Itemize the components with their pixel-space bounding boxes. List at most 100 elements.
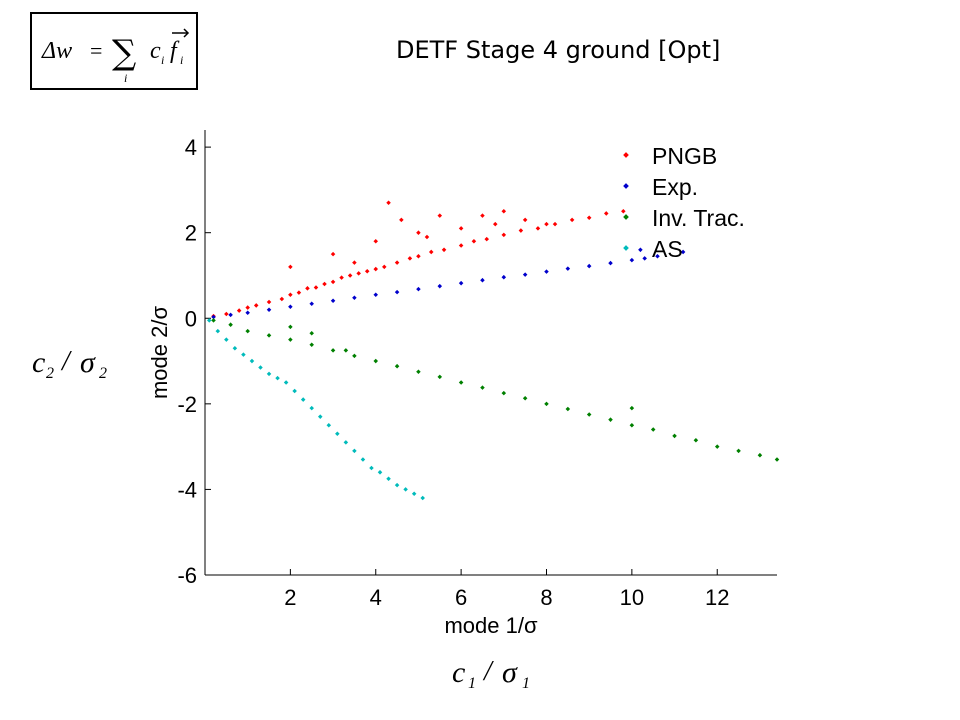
svg-text:1: 1 [522,675,530,692]
data-point [326,422,332,428]
data-point [522,396,528,401]
data-point [458,243,464,248]
data-point [377,470,383,475]
data-point [638,247,643,253]
svg-text:σ: σ [80,346,96,379]
data-point [288,292,293,297]
data-point [335,431,340,437]
formula-sum-symbol: ∑ [112,33,136,73]
data-point [403,487,408,492]
data-point [535,226,541,231]
data-point [241,352,246,357]
legend-label: Inv. Trac. [652,205,745,231]
side-label-y: c 2 / σ 2 [32,346,107,382]
data-point [420,495,425,501]
formula-delta-w: Δw [41,38,72,64]
data-point [565,266,571,271]
series-as [207,318,425,501]
data-point [650,427,656,432]
legend-label: Exp. [652,174,698,200]
x-tick-label: 4 [370,585,382,610]
data-point [330,279,336,285]
data-point [258,365,263,370]
data-point [757,452,763,458]
data-point [352,260,357,265]
y-tick-label: -6 [177,563,197,588]
data-point [369,465,374,471]
data-point [300,397,306,402]
legend-marker [623,183,629,189]
data-point [279,296,285,302]
y-tick-label: -4 [177,477,197,502]
data-point [215,328,221,334]
data-point [437,283,443,289]
data-point [347,273,353,278]
data-point [236,308,242,313]
axes: 4 2 0 -2 -4 -6 2 4 6 8 10 12 mode 1/σ mode 2/σ [147,130,777,638]
data-point [437,213,443,218]
svg-text:c: c [452,656,465,689]
data-point [586,263,592,269]
formula-term-c-sub: i [161,53,164,67]
data-point [501,274,507,280]
formula-box: Δw = ∑ i c i f i [30,12,198,90]
data-point [313,285,319,290]
data-point [416,286,421,292]
x-tick-label: 10 [620,585,644,610]
data-point [437,374,443,380]
data-point [228,312,233,318]
data-point [224,337,229,342]
data-point [283,380,289,385]
data-point [317,414,323,419]
data-point [288,337,293,342]
data-point [484,236,489,242]
data-point [373,266,379,272]
data-point [360,457,366,462]
formula-term-f: f [170,38,180,64]
data-point [480,385,485,390]
x-tick-label: 2 [284,585,296,610]
data-point [245,328,250,334]
data-point [424,234,430,240]
formula-term-f-sub: i [180,53,183,67]
data-point [569,217,575,223]
data-point [245,310,250,315]
legend-marker [623,245,629,251]
data-point [288,304,293,309]
data-point [364,268,370,274]
data-point [458,280,464,286]
data-point [394,289,400,295]
data-point [394,260,400,265]
data-point [441,247,447,253]
data-point [493,221,498,227]
data-point [552,221,558,227]
data-point [296,290,302,295]
data-point [693,437,699,443]
data-point [608,417,613,422]
data-point [544,269,549,274]
data-point [629,422,635,428]
data-points [207,200,780,501]
y-axis-label: mode 2/σ [147,306,172,399]
data-point [266,307,272,312]
data-point [522,217,528,223]
data-point [245,305,250,310]
data-point [501,390,507,396]
data-point [343,440,349,445]
data-point [266,299,272,305]
data-point [471,238,477,244]
data-point [288,264,293,270]
data-point [352,295,357,300]
data-point [480,277,485,283]
data-point [642,256,647,261]
data-point [228,322,233,327]
data-point [382,264,387,270]
data-point [253,303,259,308]
data-point [309,330,314,336]
svg-text:/: / [482,656,494,687]
data-point [386,476,391,481]
data-point [522,272,528,277]
data-point [356,271,361,276]
data-point [565,406,571,412]
